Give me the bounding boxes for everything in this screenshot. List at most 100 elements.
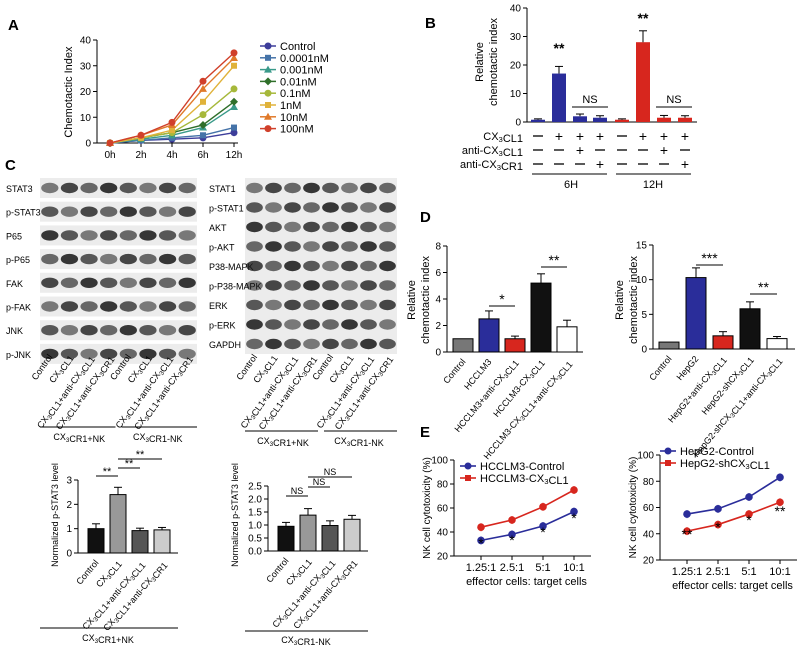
blot-left-band xyxy=(139,325,157,336)
blot-right-band xyxy=(379,260,396,272)
panel-e1-legend-label: HCCLM3-Control xyxy=(480,461,564,473)
panel-b-significance: NS xyxy=(582,94,597,106)
panel-e2-data-point xyxy=(745,510,753,518)
blot-right-band xyxy=(303,299,320,311)
blot-left-band xyxy=(139,301,157,312)
panel-e2-y-tick-label: 20 xyxy=(643,556,655,567)
panel-a-data-point xyxy=(137,131,145,139)
panel-d1-bar xyxy=(478,318,500,353)
blot-left-band xyxy=(178,253,196,265)
panel-d2-bar xyxy=(685,277,707,350)
panel-a-legend-marker xyxy=(264,77,272,86)
blot-left-band xyxy=(80,301,98,312)
panel-c2-group-label: CX3CR1-NK xyxy=(281,635,331,647)
panel-d1-chart: 02468ControlHCCLM3HCCLM3+anti-CX3CL1HCCL… xyxy=(406,242,583,461)
blot-left-protein-label: p-FAK xyxy=(6,303,31,313)
blot-left-band xyxy=(119,325,137,336)
blot-right-band xyxy=(360,299,377,311)
panel-b-bar xyxy=(678,117,692,122)
blot-right-band xyxy=(246,319,263,330)
blot-right-band xyxy=(284,241,301,252)
panel-c1-bar xyxy=(87,528,105,554)
blot-left-band xyxy=(100,182,118,194)
panel-letter-e: E xyxy=(420,424,430,441)
panel-a-data-point xyxy=(231,62,237,69)
blot-right-band xyxy=(246,338,263,350)
blot-left-protein-label: STAT3 xyxy=(6,184,33,194)
panel-b-row-label: anti-CX3CL1 xyxy=(462,145,523,159)
panel-d2-category-label: HepG2-shCX3CL1 xyxy=(700,354,756,418)
blot-right-protein-label: STAT1 xyxy=(209,184,236,194)
blot-left-band xyxy=(60,206,79,217)
blot-right-band xyxy=(284,221,301,233)
panel-e1-x-tick-label: 2.5:1 xyxy=(500,562,524,574)
panel-b-y-tick-label: 10 xyxy=(510,89,522,100)
panel-a-data-point xyxy=(168,118,176,126)
panel-e2-series-line xyxy=(686,501,781,532)
blot-right-band xyxy=(322,260,339,272)
panel-b-bar xyxy=(657,117,671,122)
panel-b-plus-sign: + xyxy=(681,156,689,172)
panel-d2-y-tick-label: 10 xyxy=(636,275,648,286)
blot-right-band xyxy=(341,319,358,330)
blot-right-band xyxy=(379,202,396,213)
blot-right-band xyxy=(284,338,301,350)
panel-e2-legend-marker xyxy=(665,460,671,466)
panel-d2-bar xyxy=(766,338,788,350)
panel-a-data-point xyxy=(230,129,238,137)
blot-left-band xyxy=(60,301,79,312)
blot-left-band xyxy=(60,277,79,288)
panel-a-data-point xyxy=(199,111,207,119)
panel-d2-significance: ** xyxy=(758,279,769,295)
panel-c1-chart: 0123ControlCX3CL1CX3CL1+anti-CX3CL1CX3CL… xyxy=(40,449,178,645)
blot-left-band xyxy=(139,348,157,360)
panel-a-chart: 0 10 20 30 40 0h 2h 4h 6h 12h Chemotactic Index Con… xyxy=(63,36,329,162)
blot-right-band xyxy=(265,221,282,233)
panel-e2-x-tick-label: 5:1 xyxy=(741,566,756,578)
blot-left-band xyxy=(100,206,118,217)
blot-left-protein-label: p-JNK xyxy=(6,350,31,360)
panel-e1-y-tick-label: 100 xyxy=(431,456,448,467)
blot-left-band xyxy=(158,348,177,360)
blot-left-band xyxy=(119,253,137,265)
blot-right-band xyxy=(303,319,320,330)
panel-c1-y-tick-label: 3 xyxy=(66,476,72,487)
blot-right-band xyxy=(265,299,282,311)
blot-left-band xyxy=(119,301,137,312)
panel-d2-y-axis-label: chemotactic index xyxy=(628,255,640,344)
blot-right-band xyxy=(303,221,320,233)
blot-right-band xyxy=(303,280,320,291)
blot-right-strip xyxy=(245,256,397,276)
blot-right-band xyxy=(379,221,396,233)
panel-a-data-point xyxy=(199,77,207,85)
panel-d1-y-tick-label: 6 xyxy=(435,268,441,279)
blot-right-band xyxy=(379,182,396,194)
blot-left-band xyxy=(119,348,137,360)
panel-d2-bar xyxy=(658,341,680,350)
panel-d2-category-label: Control xyxy=(647,354,673,383)
panel-b-plus-sign: + xyxy=(576,128,584,144)
panel-c2-bar xyxy=(299,514,317,552)
panel-b-plus-sign: + xyxy=(596,128,604,144)
panel-b-row-label: CX3CL1 xyxy=(483,131,523,145)
blot-left-band xyxy=(80,325,98,336)
panel-c1-y-tick-label: 2 xyxy=(66,500,72,511)
panel-e2-data-point xyxy=(776,473,784,482)
blot-right-band xyxy=(341,299,358,311)
panel-d1-significance: * xyxy=(499,291,505,307)
panel-e1-data-point xyxy=(477,523,485,531)
panel-e2-y-tick-label: 100 xyxy=(637,451,654,462)
blot-left-band xyxy=(60,348,79,360)
panel-d1-bar xyxy=(530,282,552,353)
blot-left-group-label: CX3CR1+NK xyxy=(53,432,105,444)
blot-left-band xyxy=(41,277,59,288)
panel-e1-y-tick-label: 80 xyxy=(437,480,449,491)
blot-right-band xyxy=(265,338,282,350)
blot-right-strip xyxy=(245,178,397,198)
panel-e2-legend-label: HepG2-shCX3CL1 xyxy=(680,458,770,472)
blot-right-band xyxy=(265,241,282,252)
panel-d2-bar xyxy=(739,308,761,350)
panel-e1-x-axis-label: effector cells: target cells xyxy=(466,576,587,588)
blot-right-band xyxy=(360,202,377,213)
blot-left-strip xyxy=(40,272,197,293)
